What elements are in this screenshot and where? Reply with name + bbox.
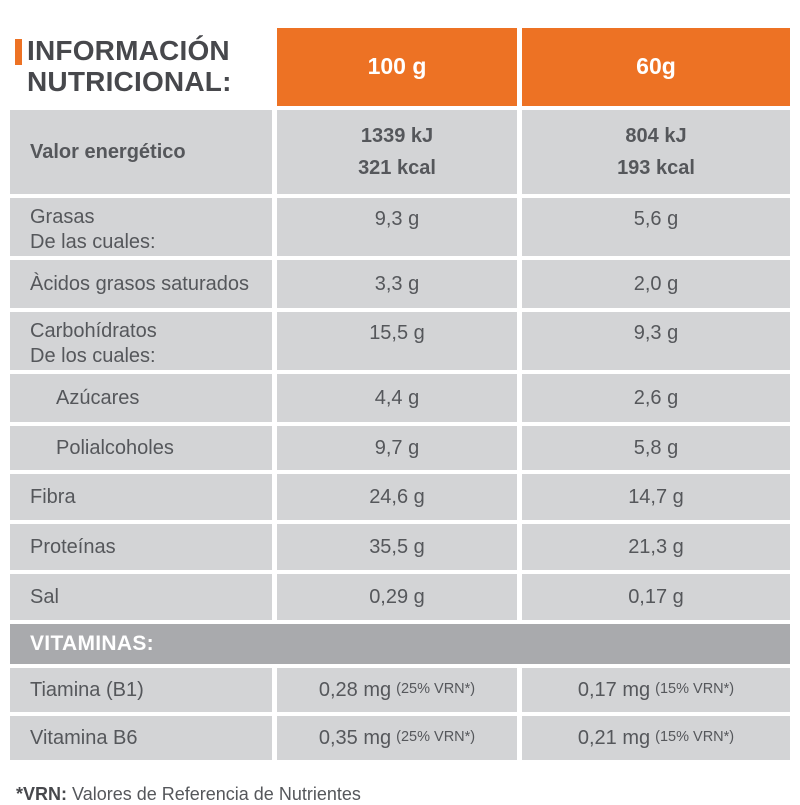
energy-kj-60: 804 kJ bbox=[625, 125, 687, 147]
value-100g: 0,35 mg (25% VRN*) bbox=[277, 716, 517, 760]
value-60g: 5,8 g bbox=[522, 426, 790, 470]
value-100g: 9,3 g bbox=[277, 198, 517, 256]
row-label: Polialcoholes bbox=[10, 426, 272, 470]
row-grasas: Grasas De las cuales: 9,3 g 5,6 g bbox=[10, 198, 790, 256]
title-line-1: INFORMACIÓN bbox=[27, 35, 230, 67]
vrn-note: (25% VRN*) bbox=[396, 729, 476, 746]
energy-kcal-60: 193 kcal bbox=[617, 157, 695, 179]
row-acidos-grasos-saturados: Àcidos grasos saturados 3,3 g 2,0 g bbox=[10, 260, 790, 308]
value-60g: 0,21 mg (15% VRN*) bbox=[522, 716, 790, 760]
row-label: Àcidos grasos saturados bbox=[10, 260, 272, 308]
row-label: Valor energético bbox=[10, 110, 272, 194]
value-60g: 21,3 g bbox=[522, 524, 790, 570]
value-100g: 9,7 g bbox=[277, 426, 517, 470]
energy-kj-100: 1339 kJ bbox=[360, 125, 434, 147]
row-sublabel: De los cuales: bbox=[30, 345, 156, 367]
value-60g: 9,3 g bbox=[522, 312, 790, 370]
row-valor-energetico: Valor energético 1339 kJ 321 kcal 804 kJ… bbox=[10, 110, 790, 194]
energy-kcal-100: 321 kcal bbox=[358, 157, 436, 179]
value-100g: 1339 kJ 321 kcal bbox=[277, 110, 517, 194]
row-label: Grasas De las cuales: bbox=[10, 198, 272, 256]
value-60g: 0,17 mg (15% VRN*) bbox=[522, 668, 790, 712]
row-sal: Sal 0,29 g 0,17 g bbox=[10, 574, 790, 620]
vrn-note: (15% VRN*) bbox=[655, 729, 735, 746]
value-100g: 15,5 g bbox=[277, 312, 517, 370]
row-carbohidratos: Carbohídratos De los cuales: 15,5 g 9,3 … bbox=[10, 312, 790, 370]
orange-accent-bar bbox=[15, 38, 22, 65]
row-label: Vitamina B6 bbox=[10, 716, 272, 760]
row-proteinas: Proteínas 35,5 g 21,3 g bbox=[10, 524, 790, 570]
row-label: Proteínas bbox=[10, 524, 272, 570]
column-header-100g: 100 g bbox=[277, 28, 517, 106]
row-sublabel: De las cuales: bbox=[30, 231, 156, 253]
row-fibra: Fibra 24,6 g 14,7 g bbox=[10, 474, 790, 520]
vrn-footnote-abbr: *VRN: bbox=[16, 784, 68, 804]
value-100g: 0,29 g bbox=[277, 574, 517, 620]
row-label: Azúcares bbox=[10, 374, 272, 422]
value-60g: 804 kJ 193 kcal bbox=[522, 110, 790, 194]
title-line-2: NUTRICIONAL: bbox=[27, 66, 232, 97]
page-title: INFORMACIÓN NUTRICIONAL: bbox=[15, 35, 232, 98]
row-label: Fibra bbox=[10, 474, 272, 520]
value-100g: 35,5 g bbox=[277, 524, 517, 570]
value-60g: 2,6 g bbox=[522, 374, 790, 422]
vrn-note: (15% VRN*) bbox=[655, 681, 735, 698]
value-100g: 3,3 g bbox=[277, 260, 517, 308]
value-60g: 2,0 g bbox=[522, 260, 790, 308]
row-azucares: Azúcares 4,4 g 2,6 g bbox=[10, 374, 790, 422]
value-60g: 0,17 g bbox=[522, 574, 790, 620]
row-label: Carbohídratos De los cuales: bbox=[10, 312, 272, 370]
column-header-60g: 60g bbox=[522, 28, 790, 106]
value-100g: 0,28 mg (25% VRN*) bbox=[277, 668, 517, 712]
value-100g: 4,4 g bbox=[277, 374, 517, 422]
value-60g: 14,7 g bbox=[522, 474, 790, 520]
vrn-footnote: *VRN: Valores de Referencia de Nutriente… bbox=[10, 784, 790, 805]
title-cell: INFORMACIÓN NUTRICIONAL: bbox=[10, 28, 272, 106]
value-100g: 24,6 g bbox=[277, 474, 517, 520]
vitamins-section-header: VITAMINAS: bbox=[10, 624, 790, 664]
row-vitamina-b6: Vitamina B6 0,35 mg (25% VRN*) 0,21 mg (… bbox=[10, 716, 790, 760]
vrn-footnote-text: Valores de Referencia de Nutrientes bbox=[72, 784, 361, 804]
row-label: Sal bbox=[10, 574, 272, 620]
row-tiamina-b1: Tiamina (B1) 0,28 mg (25% VRN*) 0,17 mg … bbox=[10, 668, 790, 712]
header-row: INFORMACIÓN NUTRICIONAL: 100 g 60g bbox=[10, 28, 790, 106]
vrn-note: (25% VRN*) bbox=[396, 681, 476, 698]
vitamins-section: VITAMINAS: bbox=[10, 624, 790, 664]
value-60g: 5,6 g bbox=[522, 198, 790, 256]
row-label: Tiamina (B1) bbox=[10, 668, 272, 712]
row-polialcoholes: Polialcoholes 9,7 g 5,8 g bbox=[10, 426, 790, 470]
